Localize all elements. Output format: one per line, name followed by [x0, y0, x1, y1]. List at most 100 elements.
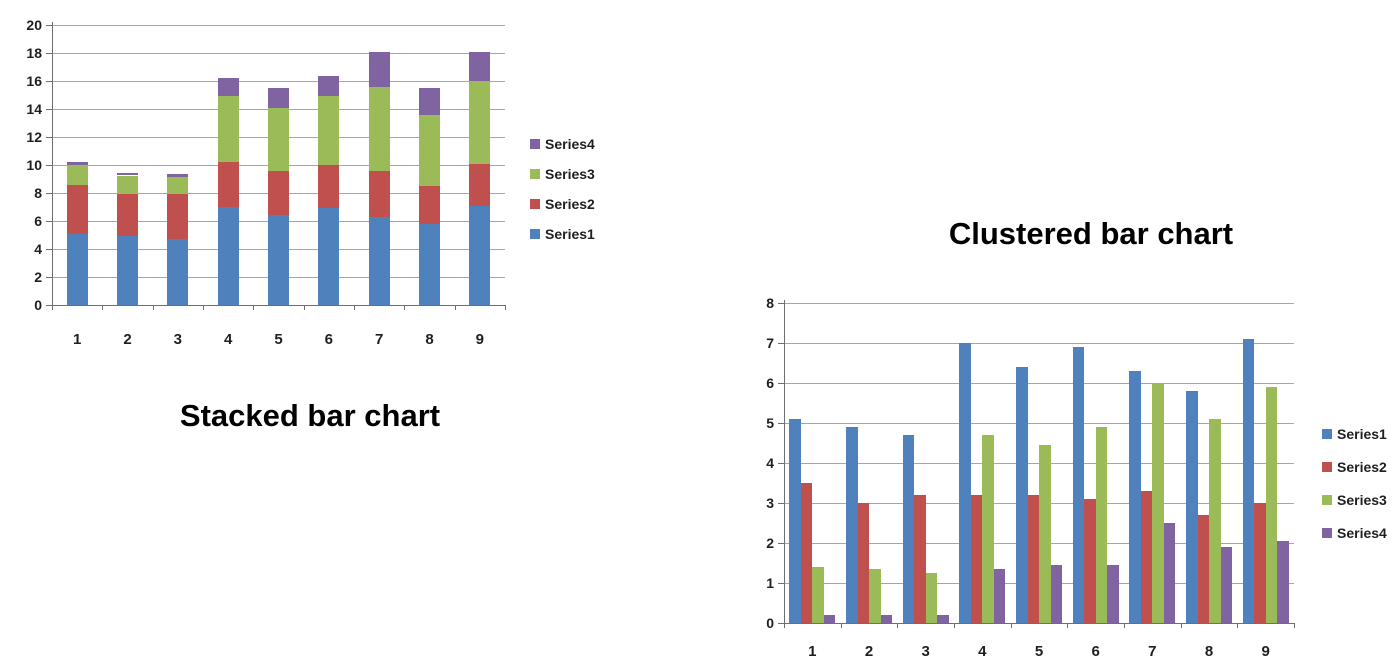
bar-series1-cat8: [419, 223, 440, 305]
bar-series3-cat3: [925, 573, 938, 623]
legend-item-series4: Series4: [530, 136, 605, 152]
x-axis-line: [52, 304, 505, 306]
y-axis-tick: [46, 24, 52, 26]
bar-series1-cat7: [368, 216, 390, 305]
legend-swatch-series3: [1322, 495, 1332, 505]
y-axis-label: 12: [26, 129, 42, 145]
legend-label-series2: Series2: [545, 196, 595, 212]
x-axis-label: 7: [1148, 643, 1157, 660]
bar-series4-cat6: [318, 76, 340, 97]
x-axis-tick: [505, 305, 506, 310]
x-axis-tick: [1124, 623, 1125, 628]
bar-series2-cat7: [1140, 491, 1153, 623]
clustered-chart-title: Clustered bar chart: [948, 216, 1234, 251]
y-axis-tick: [778, 582, 784, 584]
bar-series3-cat9: [1265, 387, 1278, 623]
bar-series4-cat9: [1277, 541, 1289, 623]
x-axis-label: 1: [72, 331, 82, 348]
y-axis-label: 10: [26, 157, 42, 173]
bar-series3-cat5: [268, 108, 289, 171]
gridline: [52, 24, 505, 26]
bar-series3-cat2: [869, 569, 881, 623]
y-axis-tick: [778, 622, 784, 624]
legend-label-series1: Series1: [545, 226, 595, 242]
y-axis-label: 3: [766, 495, 774, 511]
y-axis-label: 6: [766, 375, 774, 391]
bar-series3-cat6: [1095, 427, 1108, 623]
legend-swatch-series2: [1322, 462, 1332, 472]
y-axis-tick: [778, 382, 784, 384]
bar-series1-cat9: [1242, 339, 1255, 623]
gridline: [784, 422, 1294, 424]
gridline: [784, 342, 1294, 344]
bar-series3-cat4: [982, 435, 994, 623]
y-axis-tick: [778, 342, 784, 344]
y-axis-tick: [46, 220, 52, 222]
x-axis-tick: [303, 305, 305, 310]
bar-series4-cat9: [469, 52, 491, 81]
bar-series1-cat2: [117, 236, 138, 305]
x-axis-label: 8: [425, 331, 434, 348]
bar-series2-cat2: [117, 194, 138, 237]
bar-series2-cat3: [914, 495, 926, 623]
y-axis-label: 0: [766, 615, 774, 631]
bar-series4-cat3: [937, 615, 949, 623]
bar-series2-cat3: [167, 194, 189, 240]
bar-series2-cat4: [970, 495, 983, 623]
legend-label-series2: Series2: [1337, 459, 1387, 475]
x-axis-label: 9: [475, 331, 484, 348]
bar-series4-cat1: [66, 162, 88, 165]
bar-series1-cat1: [789, 419, 801, 623]
x-axis-tick: [1180, 623, 1182, 628]
x-axis-label: 3: [173, 331, 182, 348]
legend-item-series4: Series4: [1322, 525, 1397, 541]
gridline: [784, 382, 1294, 384]
x-axis-line: [784, 622, 1294, 624]
x-axis-label: 8: [1204, 643, 1214, 660]
bar-series2-cat5: [268, 170, 289, 216]
x-axis-tick: [253, 305, 255, 310]
y-axis-label: 20: [26, 17, 42, 33]
y-axis-label: 2: [34, 269, 42, 285]
bar-series1-cat3: [167, 239, 189, 305]
y-axis-tick: [46, 164, 52, 166]
bar-series1-cat6: [1072, 347, 1085, 623]
x-axis-tick: [954, 623, 955, 628]
x-axis-tick: [1067, 623, 1069, 628]
legend-swatch-series4: [1322, 528, 1332, 538]
bar-series3-cat1: [66, 165, 88, 185]
x-axis-label: 9: [1261, 643, 1270, 660]
bar-series2-cat8: [1197, 515, 1209, 623]
x-axis-tick: [203, 305, 204, 310]
gridline: [52, 52, 505, 54]
legend-item-series3: Series3: [530, 166, 605, 182]
bar-series1-cat5: [1016, 367, 1028, 623]
y-axis-label: 14: [26, 101, 42, 117]
bar-series1-cat2: [846, 427, 858, 623]
y-axis-label: 4: [34, 241, 42, 257]
x-axis-label: 3: [921, 643, 930, 660]
bar-series1-cat4: [217, 207, 239, 305]
y-axis-tick: [46, 136, 52, 138]
gridline: [52, 80, 505, 82]
bar-series2-cat9: [469, 163, 491, 206]
x-axis-label: 5: [1034, 643, 1044, 660]
y-axis-line: [51, 22, 53, 305]
bar-series3-cat9: [469, 81, 491, 164]
y-axis-tick: [778, 422, 784, 424]
bar-series4-cat4: [217, 77, 239, 97]
bar-series1-cat1: [66, 233, 88, 305]
bar-series2-cat7: [368, 170, 390, 217]
y-axis-tick: [46, 248, 52, 250]
legend-item-series1: Series1: [530, 226, 605, 242]
bar-series3-cat7: [368, 86, 390, 171]
y-axis-label: 6: [34, 213, 42, 229]
bar-series1-cat6: [318, 208, 340, 305]
bar-series1-cat3: [902, 435, 915, 623]
bar-series4-cat7: [1163, 523, 1176, 623]
bar-series3-cat3: [167, 176, 189, 195]
bar-series4-cat4: [993, 569, 1006, 623]
